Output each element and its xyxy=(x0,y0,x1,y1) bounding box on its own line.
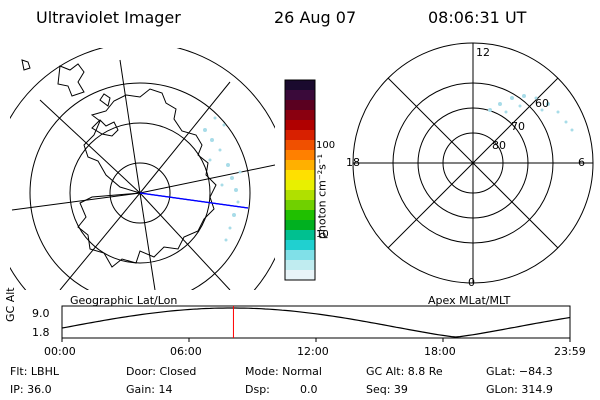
colorbar-swatch xyxy=(285,100,315,111)
dsp-status-value: 0.0 xyxy=(300,383,318,396)
meridian xyxy=(139,192,156,290)
mlat-label-70: 70 xyxy=(511,120,525,133)
door-status: Door: Closed xyxy=(126,365,197,378)
date-label: 26 Aug 07 xyxy=(274,8,357,27)
colorbar-swatch xyxy=(285,230,315,241)
time-label: 08:06:31 UT xyxy=(428,8,527,27)
colorbar-swatch xyxy=(285,200,315,211)
xtick-2359: 23:59 xyxy=(554,345,586,358)
mlt-line xyxy=(387,77,559,249)
coastline xyxy=(57,63,85,97)
colorbar-swatch xyxy=(285,130,315,141)
mlt-label-right: 6 xyxy=(578,156,585,169)
gc-alt-status: GC Alt: 8.8 Re xyxy=(366,365,443,378)
colorbar-swatch xyxy=(285,90,315,101)
coastline xyxy=(99,93,111,107)
apex-caption: Apex MLat/MLT xyxy=(428,294,511,307)
seq-status: Seq: 39 xyxy=(366,383,408,396)
mlat-label-60: 60 xyxy=(535,97,549,110)
colorbar-swatch xyxy=(285,260,315,271)
xtick-0600: 06:00 xyxy=(170,345,202,358)
colorbar-frame xyxy=(284,79,316,281)
meridian xyxy=(11,192,141,211)
aurora-speckle xyxy=(203,116,242,242)
instrument-title: Ultraviolet Imager xyxy=(36,8,181,27)
lat-circle-2 xyxy=(29,82,251,290)
gain-status: Gain: 14 xyxy=(126,383,173,396)
xtick-1200: 12:00 xyxy=(297,345,329,358)
coastline xyxy=(77,88,217,268)
colorbar-swatch xyxy=(285,220,315,231)
colorbar-tick-10: 10 xyxy=(316,229,329,240)
altitude-ylabel: GC Alt xyxy=(4,287,17,322)
mlt-label-top: 12 xyxy=(476,46,490,59)
coastline xyxy=(21,59,31,71)
colorbar-swatch xyxy=(285,250,315,261)
altitude-ytick-high: 9.0 xyxy=(32,307,50,320)
colorbar-swatch xyxy=(285,240,315,251)
meridian xyxy=(139,192,231,290)
colorbar-swatch xyxy=(285,180,315,191)
geographic-caption: Geographic Lat/Lon xyxy=(70,294,178,307)
colorbar-tick-100: 100 xyxy=(316,140,336,151)
mode-status: Mode: Normal xyxy=(245,365,322,378)
lat-circle-inner xyxy=(109,162,171,224)
colorbar-swatch xyxy=(285,140,315,151)
lat-circle-1 xyxy=(69,122,211,264)
altitude-plot-ticks xyxy=(61,338,571,342)
colorbar-swatch xyxy=(285,160,315,171)
ip-status: IP: 36.0 xyxy=(10,383,52,396)
colorbar xyxy=(284,79,316,281)
colorbar-swatch xyxy=(285,110,315,121)
colorbar-swatch xyxy=(285,170,315,181)
meridian xyxy=(39,99,141,194)
meridian xyxy=(139,81,231,194)
altitude-plot-frame xyxy=(61,305,571,339)
colorbar-swatch xyxy=(285,120,315,131)
xtick-1800: 18:00 xyxy=(424,345,456,358)
colorbar-swatch xyxy=(285,80,315,91)
xtick-0000: 00:00 xyxy=(44,345,76,358)
mlt-label-left: 18 xyxy=(346,156,360,169)
altitude-curve xyxy=(61,307,571,338)
glon-status: GLon: 314.9 xyxy=(486,383,553,396)
coastline xyxy=(91,119,119,137)
aurora-speckle xyxy=(488,94,574,132)
dsp-status-label: Dsp: xyxy=(245,383,270,396)
mlat-label-80: 80 xyxy=(492,139,506,152)
colorbar-swatch xyxy=(285,270,315,281)
meridian xyxy=(59,192,141,290)
flt-status: Flt: LBHL xyxy=(10,365,59,378)
mlt-label-bottom: 0 xyxy=(468,276,475,289)
altitude-ytick-low: 1.8 xyxy=(32,326,50,339)
glat-status: GLat: −84.3 xyxy=(486,365,553,378)
colorbar-swatch xyxy=(285,210,315,221)
colorbar-swatch xyxy=(285,190,315,201)
colorbar-swatch xyxy=(285,150,315,161)
meridian xyxy=(119,59,141,194)
meridian xyxy=(139,164,275,194)
